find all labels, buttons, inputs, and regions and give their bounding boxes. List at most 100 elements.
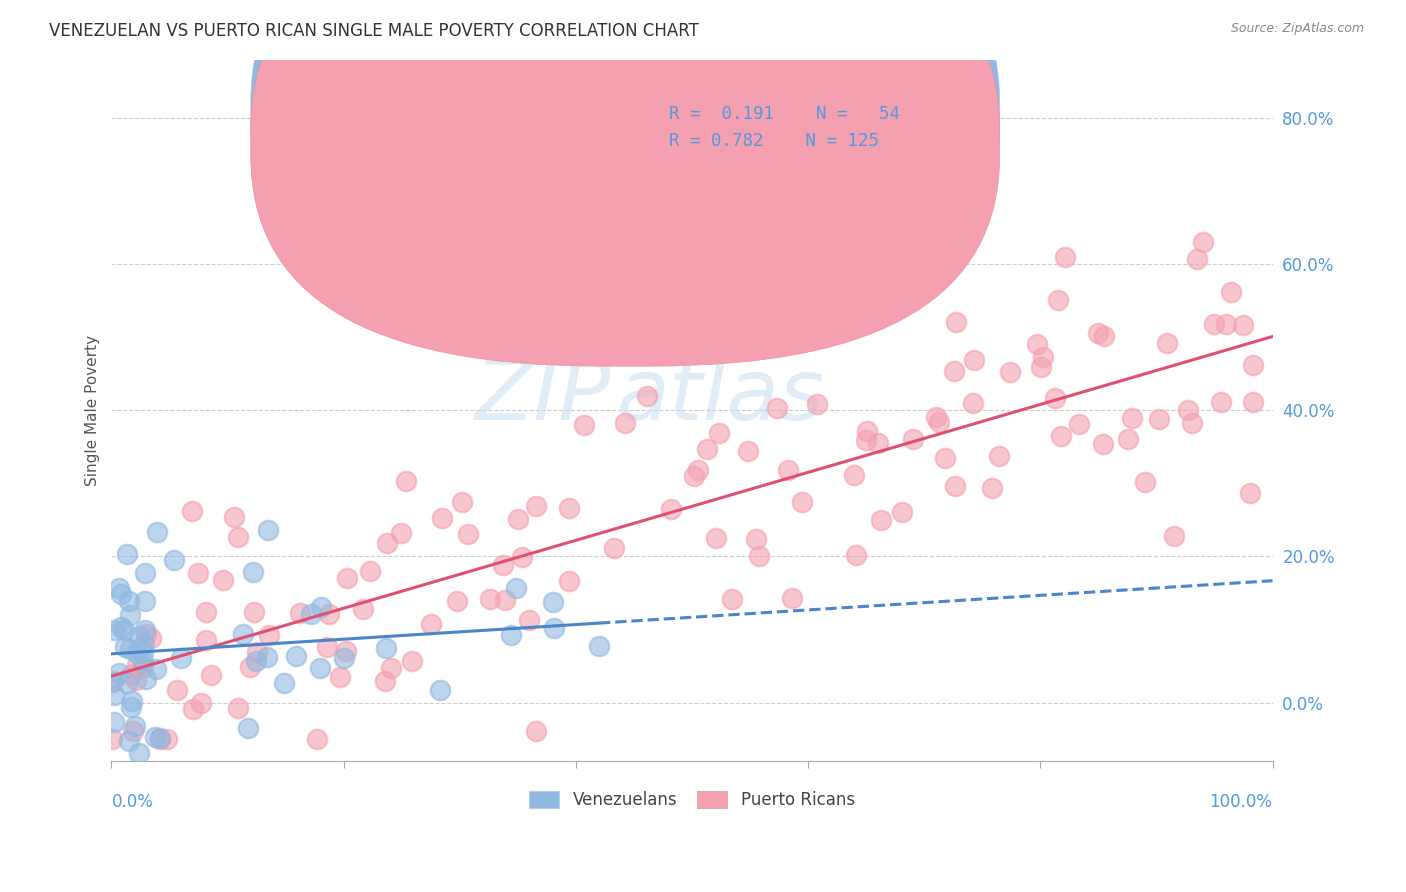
Point: [180, 504, 202, 518]
Point: [309, 660, 332, 674]
Point: [524, 723, 547, 738]
Point: [934, 450, 956, 465]
Point: [1031, 351, 1053, 365]
Point: [336, 571, 359, 585]
Point: [506, 511, 529, 525]
Point: [318, 607, 340, 622]
Point: [299, 607, 322, 621]
Point: [118, 734, 141, 748]
Point: [239, 659, 262, 673]
Point: [981, 481, 1004, 495]
Point: [224, 510, 246, 524]
Point: [419, 616, 441, 631]
Point: [309, 599, 332, 614]
Point: [1192, 235, 1215, 249]
Point: [962, 396, 984, 410]
Point: [855, 433, 877, 447]
Point: [721, 592, 744, 607]
Point: [132, 660, 155, 674]
Point: [101, 675, 124, 690]
Point: [380, 661, 402, 675]
Point: [1232, 318, 1254, 333]
Point: [987, 449, 1010, 463]
Point: [1220, 285, 1243, 299]
Point: [132, 644, 155, 658]
Point: [374, 640, 396, 655]
Point: [659, 502, 682, 516]
Point: [245, 654, 267, 668]
Point: [134, 594, 156, 608]
Point: [108, 581, 131, 595]
Point: [613, 416, 636, 430]
Point: [145, 662, 167, 676]
Point: [120, 667, 142, 681]
Point: [101, 673, 124, 688]
Point: [1031, 360, 1053, 375]
Text: 100.0%: 100.0%: [1209, 793, 1272, 811]
Point: [103, 715, 125, 730]
Point: [329, 670, 352, 684]
Point: [110, 587, 132, 601]
Text: VENEZUELAN VS PUERTO RICAN SINGLE MALE POVERTY CORRELATION CHART: VENEZUELAN VS PUERTO RICAN SINGLE MALE P…: [49, 22, 699, 40]
Point: [352, 602, 374, 616]
Point: [315, 640, 337, 655]
Point: [510, 550, 533, 565]
Point: [132, 654, 155, 668]
Point: [134, 624, 156, 638]
Point: [842, 468, 865, 483]
Point: [1163, 529, 1185, 543]
Point: [194, 633, 217, 648]
Point: [128, 747, 150, 761]
Point: [891, 505, 914, 519]
Point: [588, 639, 610, 653]
Point: [389, 526, 412, 541]
Point: [925, 410, 948, 425]
Point: [335, 644, 357, 658]
Text: atlas: atlas: [616, 355, 824, 438]
Point: [122, 724, 145, 739]
Point: [232, 626, 254, 640]
Point: [636, 389, 658, 403]
Y-axis label: Single Male Poverty: Single Male Poverty: [86, 334, 100, 486]
Point: [115, 675, 138, 690]
Point: [845, 548, 868, 562]
Point: [1185, 252, 1208, 266]
Point: [103, 688, 125, 702]
Point: [1156, 335, 1178, 350]
Point: [181, 702, 204, 716]
Point: [688, 463, 710, 477]
Point: [1116, 432, 1139, 446]
Point: [963, 353, 986, 368]
Point: [505, 581, 527, 595]
Point: [1121, 411, 1143, 425]
Point: [1241, 358, 1264, 372]
Point: [790, 495, 813, 509]
Point: [190, 696, 212, 710]
Point: [395, 474, 418, 488]
Point: [118, 594, 141, 608]
Point: [139, 631, 162, 645]
Point: [1149, 412, 1171, 426]
Point: [1177, 403, 1199, 417]
Point: [257, 628, 280, 642]
Point: [1241, 395, 1264, 409]
Point: [401, 654, 423, 668]
Point: [603, 541, 626, 555]
Point: [149, 732, 172, 747]
Point: [166, 682, 188, 697]
Text: 0.0%: 0.0%: [111, 793, 153, 811]
Point: [132, 637, 155, 651]
Text: R = 0.782    N = 125: R = 0.782 N = 125: [669, 132, 879, 150]
Point: [543, 621, 565, 635]
Point: [332, 651, 354, 665]
Point: [1209, 395, 1232, 409]
Point: [124, 673, 146, 688]
Point: [135, 672, 157, 686]
Point: [120, 641, 142, 656]
Point: [430, 511, 453, 525]
Point: [541, 595, 564, 609]
Point: [162, 553, 184, 567]
Point: [499, 627, 522, 641]
Point: [494, 592, 516, 607]
Point: [257, 524, 280, 538]
